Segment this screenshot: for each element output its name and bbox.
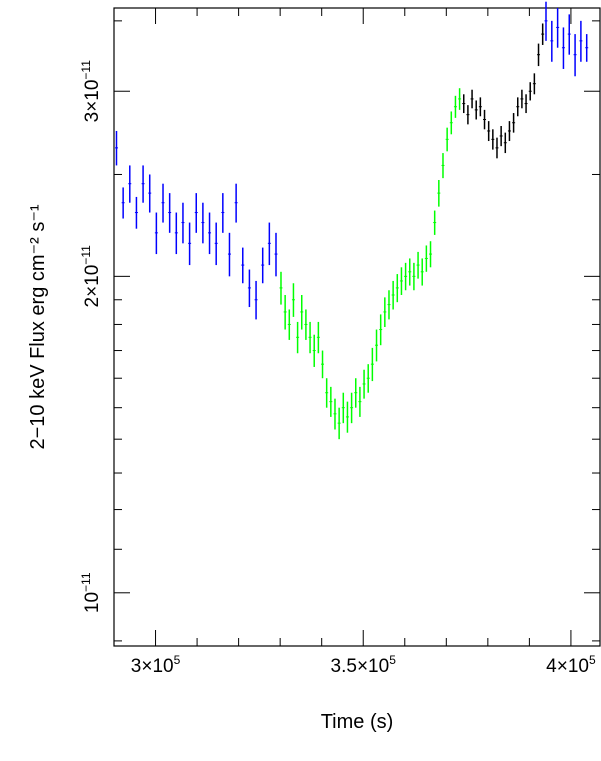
series-3	[462, 23, 545, 159]
x-tick-label: 4×105	[546, 653, 596, 677]
y-tick-label: 10−11	[79, 572, 103, 613]
x-axis-title: Time (s)	[321, 711, 394, 733]
y-axis-title: 2−10 keV Flux erg cm⁻² s⁻¹	[27, 204, 49, 449]
series-2	[279, 88, 462, 440]
x-tick-label: 3.5×105	[331, 653, 397, 677]
y-tick-labels: 10−11 2×10−11 3×10−11	[79, 60, 103, 613]
x-tick-labels: 3×105 3.5×105 4×105	[131, 653, 596, 677]
major-ticks	[114, 8, 600, 646]
series-1	[114, 1, 589, 320]
plot-frame	[113, 7, 601, 647]
x-tick-label: 3×105	[131, 653, 181, 677]
y-tick-label: 2×10−11	[79, 245, 103, 308]
data-series	[114, 1, 589, 440]
y-tick-label: 3×10−11	[79, 60, 103, 123]
minor-ticks	[113, 8, 600, 646]
